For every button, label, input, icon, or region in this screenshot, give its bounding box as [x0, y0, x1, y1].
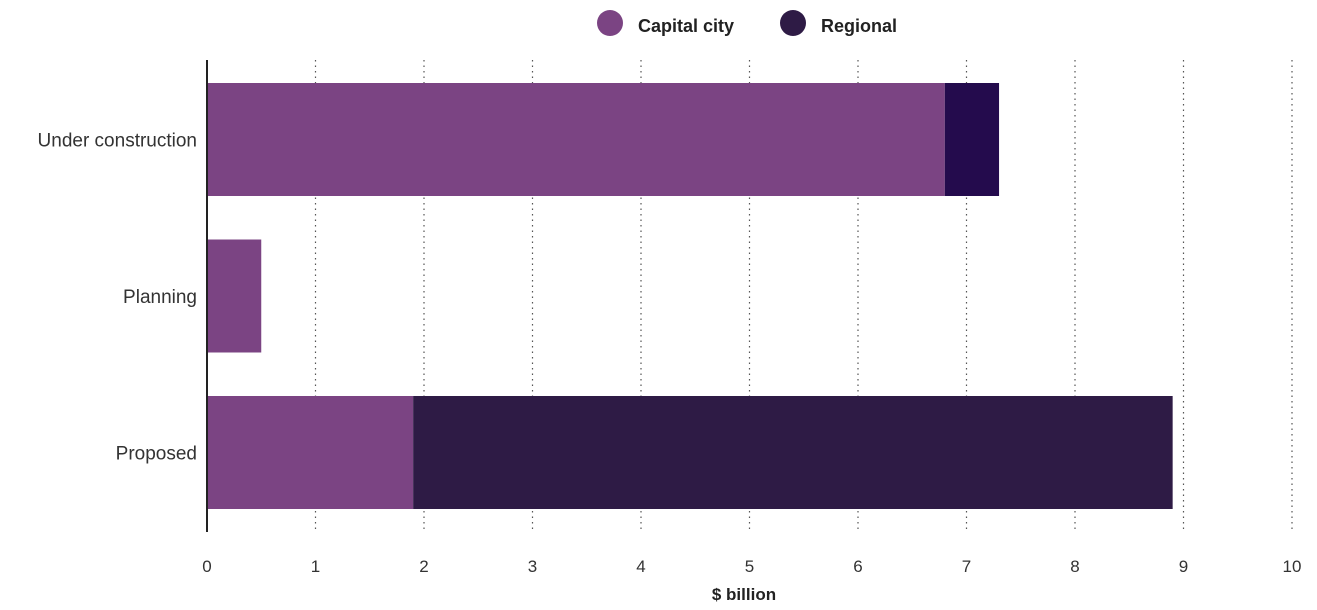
legend: Capital city Regional — [597, 10, 897, 36]
bars — [207, 83, 1173, 509]
x-tick-label: 0 — [202, 557, 211, 576]
bar-proposed-capital-city — [207, 396, 414, 509]
category-label: Planning — [123, 287, 197, 308]
legend-label-regional: Regional — [821, 16, 897, 36]
x-tick-label: 2 — [419, 557, 428, 576]
x-tick-label: 9 — [1179, 557, 1188, 576]
bar-under-construction-regional — [944, 83, 1000, 196]
x-axis: 0 1 2 3 4 5 6 7 8 9 10 — [202, 557, 1301, 576]
x-tick-label: 1 — [311, 557, 320, 576]
x-tick-label: 6 — [853, 557, 862, 576]
legend-swatch-regional — [780, 10, 806, 36]
legend-label-capital-city: Capital city — [638, 16, 734, 36]
x-tick-label: 5 — [745, 557, 754, 576]
bar-under-construction-capital-city — [207, 83, 945, 196]
x-axis-title: $ billion — [712, 585, 776, 604]
x-tick-label: 10 — [1283, 557, 1302, 576]
y-axis: Under construction Planning Proposed — [38, 60, 208, 532]
bar-proposed-regional — [413, 396, 1173, 509]
x-tick-label: 3 — [528, 557, 537, 576]
category-label: Under construction — [38, 131, 197, 152]
bar-planning-capital-city — [207, 239, 262, 353]
x-tick-label: 8 — [1070, 557, 1079, 576]
x-tick-label: 4 — [636, 557, 645, 576]
x-tick-label: 7 — [962, 557, 971, 576]
category-label: Proposed — [116, 444, 197, 465]
legend-swatch-capital-city — [597, 10, 623, 36]
